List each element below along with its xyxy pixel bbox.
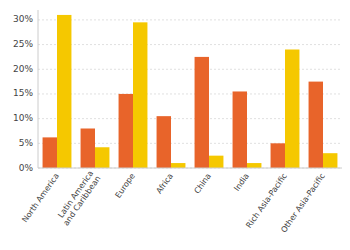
bar [95, 147, 109, 168]
grid-line [38, 44, 342, 45]
bar [81, 129, 95, 169]
x-tick-label: Latin Americaand Caribbean [54, 169, 102, 227]
chart: 0% 5% 10% 15% 20% 25% 30% North AmericaLatin Am… [0, 0, 350, 250]
bar [285, 50, 299, 169]
x-tick-label: Africa [154, 172, 175, 196]
y-tick-label: 5% [19, 138, 34, 148]
bar [247, 163, 261, 168]
x-tick-label: Europe [113, 172, 137, 200]
bar [157, 116, 171, 168]
y-tick-label: 25% [13, 39, 33, 49]
bar [133, 22, 147, 168]
bar [119, 94, 133, 168]
bar [309, 82, 323, 168]
y-tick-label: 10% [13, 113, 33, 123]
grid [38, 20, 342, 168]
bar [233, 91, 247, 168]
bars [43, 15, 338, 168]
bar [43, 137, 57, 168]
x-tick-label: China [192, 172, 213, 196]
bar [195, 57, 209, 168]
grid-line [38, 19, 342, 20]
bar [323, 153, 337, 168]
y-axis-line [38, 10, 39, 168]
bar [57, 15, 71, 168]
x-tick-label: India [232, 172, 251, 193]
bar [271, 143, 285, 168]
x-axis-line [38, 168, 342, 169]
y-tick-label: 15% [13, 88, 33, 98]
x-tick-label: Other Asia-Pacific [279, 172, 327, 235]
x-tick-label: Rich Asia-Pacific [244, 172, 289, 230]
y-tick-label: 0% [19, 163, 34, 173]
bar [171, 163, 185, 168]
y-tick-label: 30% [13, 14, 33, 24]
x-tick-label: North America [20, 172, 61, 225]
bar [209, 156, 223, 168]
grid-line [38, 168, 342, 169]
y-tick-label: 20% [13, 64, 33, 74]
